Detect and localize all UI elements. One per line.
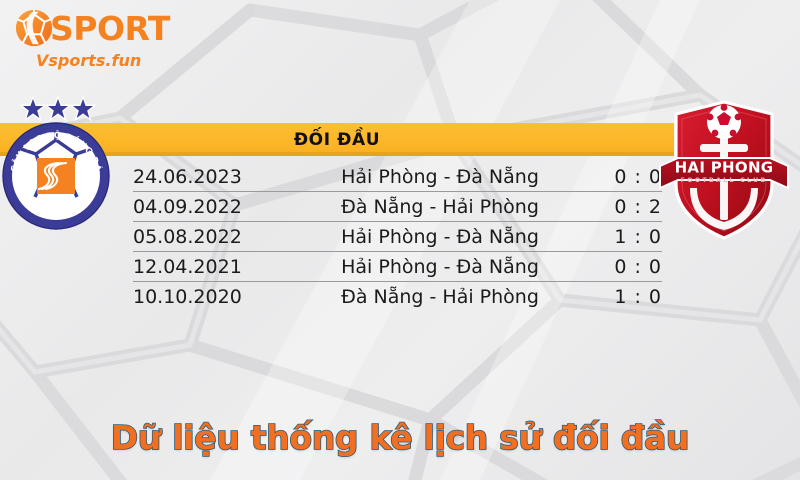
match-teams: Hải Phòng - Đà Nẵng xyxy=(341,165,539,188)
table-row: 05.08.2022 Hải Phòng - Đà Nẵng 1 : 0 xyxy=(133,222,662,252)
match-teams: Đà Nẵng - Hải Phòng xyxy=(341,286,539,308)
match-teams: Đà Nẵng - Hải Phòng xyxy=(341,195,539,218)
caption-text: Dữ liệu thống kê lịch sử đối đầu xyxy=(110,417,690,458)
star-rating-icons xyxy=(19,95,97,122)
table-row: 04.09.2022 Đà Nẵng - Hải Phòng 0 : 2 xyxy=(133,192,662,222)
crest-right-subtitle: FOOTBALL CLUB xyxy=(681,176,768,184)
match-score: 1 : 0 xyxy=(614,225,662,248)
crest-right-club-name: HAI PHONG xyxy=(675,159,774,177)
match-date: 04.09.2022 xyxy=(133,195,242,218)
brand-name: SPORT xyxy=(50,8,170,48)
head-to-head-results-table: 24.06.2023 Hải Phòng - Đà Nẵng 0 : 0 04.… xyxy=(133,162,662,312)
match-date: 05.08.2022 xyxy=(133,225,242,248)
brand-logo: SPORT Vsports.fun xyxy=(14,8,170,70)
match-teams: Hải Phòng - Đà Nẵng xyxy=(341,225,539,248)
match-score: 0 : 0 xyxy=(614,165,662,188)
match-score: 0 : 2 xyxy=(614,195,662,218)
table-row: 12.04.2021 Hải Phòng - Đà Nẵng 0 : 0 xyxy=(133,252,662,282)
match-teams: Hải Phòng - Đà Nẵng xyxy=(341,255,539,278)
match-score: 1 : 0 xyxy=(614,286,662,308)
crest-hai-phong: HAI PHONG FOOTBALL CLUB xyxy=(656,92,792,244)
table-row: 24.06.2023 Hải Phòng - Đà Nẵng 0 : 0 xyxy=(133,162,662,192)
table-row: 10.10.2020 Đà Nẵng - Hải Phòng 1 : 0 xyxy=(133,282,662,312)
football-icon xyxy=(15,9,53,47)
brand-site: Vsports.fun xyxy=(36,51,142,70)
crest-da-nang: CÂU LẠC BỘ BÓNG ĐÁ SHB ĐÀ NẴNG xyxy=(0,92,130,242)
bottom-caption: Dữ liệu thống kê lịch sử đối đầu xyxy=(0,417,800,458)
match-score: 0 : 0 xyxy=(614,255,662,278)
brand-logo-row: SPORT xyxy=(14,8,170,48)
match-date: 12.04.2021 xyxy=(133,255,242,278)
match-date: 10.10.2020 xyxy=(133,286,242,308)
match-date: 24.06.2023 xyxy=(133,165,242,188)
